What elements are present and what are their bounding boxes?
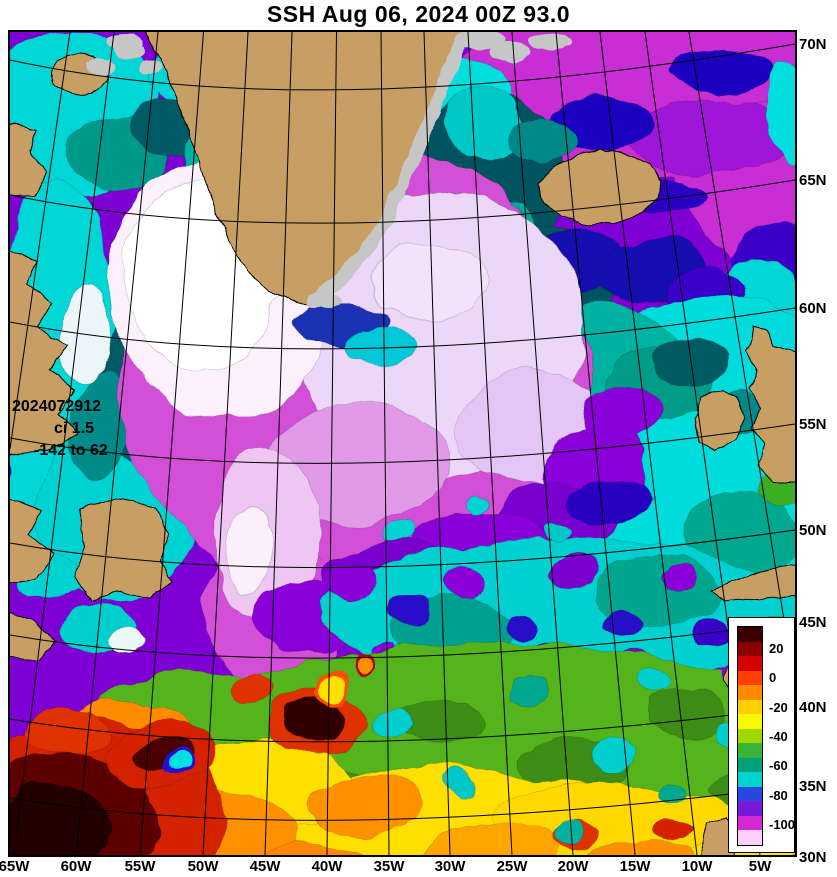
ocean-ssh-field (10, 32, 795, 855)
lon-label-5w: 5W (748, 858, 772, 875)
contour-interval-text: ci 1.5 (54, 420, 95, 437)
land-cape-breton (10, 611, 55, 661)
lat-label-35n: 35N (799, 778, 827, 795)
colorbar-tick-m100: -100 (769, 817, 796, 832)
colorbar-tick-m40: -40 (769, 729, 788, 744)
map-field-svg (10, 32, 795, 855)
graticule-grid (10, 32, 795, 855)
lon-label-60w: 60W (60, 858, 92, 875)
lat-label-65n: 65N (799, 172, 827, 189)
lat-label-50n: 50N (799, 522, 827, 539)
lat-label-40n: 40N (799, 699, 827, 716)
colorbar-tick-m20: -20 (769, 699, 788, 715)
colorbar-tick-m60: -60 (769, 758, 788, 773)
lat-label-45n: 45N (799, 614, 827, 631)
lon-label-15w: 15W (619, 858, 651, 875)
run-annotation: 2024072912 ci 1.5 -142 to 62 (12, 396, 108, 462)
colorbar-tick-m80: -80 (769, 787, 788, 803)
field-range-text: -142 to 62 (34, 442, 108, 459)
page-title: SSH Aug 06, 2024 00Z 93.0 (266, 1, 571, 27)
lon-label-20w: 20W (557, 858, 589, 875)
lon-label-25w: 25W (496, 858, 528, 875)
ice-gray (88, 32, 572, 310)
land-quebec (10, 498, 55, 583)
land-newfoundland (73, 497, 173, 601)
land-brittany-france (709, 563, 795, 604)
land-labrador (10, 250, 79, 455)
lon-label-65w: 65W (0, 858, 30, 875)
lon-label-50w: 50W (187, 858, 219, 875)
colorbar-tick-20: 20 (769, 641, 784, 656)
lon-label-30w: 30W (434, 858, 466, 875)
lat-label-60n: 60N (799, 300, 827, 317)
lon-label-40w: 40W (311, 858, 343, 875)
lon-label-45w: 45W (249, 858, 281, 875)
land-britain (745, 325, 795, 483)
lat-label-30n: 30N (799, 849, 827, 866)
colorbar-legend: 20 0 -20 -40 -60 -80 -100 (728, 617, 795, 853)
lon-label-35w: 35W (373, 858, 405, 875)
lat-label-70n: 70N (799, 36, 827, 53)
map-canvas (8, 30, 797, 857)
land-ireland (694, 389, 745, 451)
colorbar-gradient (737, 626, 763, 846)
land-baffin (10, 123, 47, 199)
colorbar-tick-0: 0 (769, 670, 777, 685)
lon-label-10w: 10W (681, 858, 713, 875)
run-id-text: 2024072912 (12, 398, 101, 415)
lat-label-55n: 55N (799, 416, 827, 433)
lon-label-55w: 55W (124, 858, 156, 875)
